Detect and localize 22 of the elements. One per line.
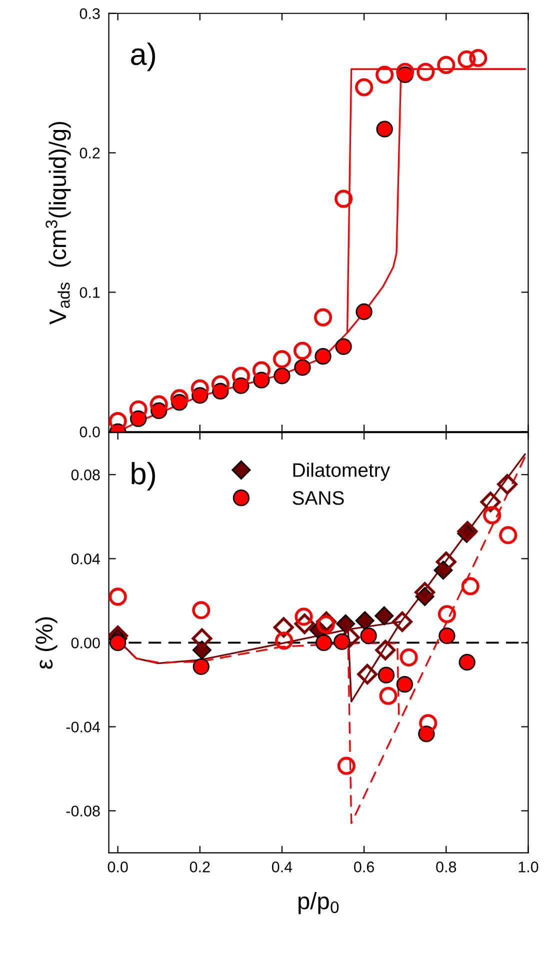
x-tick-label: 0.2 [190, 862, 210, 872]
legend-label: Dilatometry [293, 462, 390, 481]
y-tick-label: 0.0 [80, 426, 100, 438]
legend-label: SANS [292, 491, 344, 505]
y-tick-label: 0.04 [71, 554, 100, 564]
x-tick-label: 0.8 [436, 862, 456, 872]
y-tick-label: 0.2 [80, 148, 100, 158]
x-tick-label: 1.0 [518, 862, 538, 872]
y-axis-title: V$_{ads}$ (cm$^{3}$(liquid)/g) [46, 122, 71, 325]
y-tick-label: -0.08 [66, 806, 100, 816]
y-tick-label: 0.1 [80, 287, 100, 298]
y-tick-label: 0.3 [80, 8, 100, 20]
y-axis-title: ε (%) [35, 617, 58, 669]
y-tick-label: 0.00 [71, 638, 100, 648]
x-tick-label: 0.4 [272, 862, 292, 872]
x-tick-label: 0.6 [354, 862, 374, 872]
x-axis-title: p/p$_{0}$ [298, 892, 339, 914]
y-tick-label: -0.04 [66, 722, 100, 732]
y-tick-label: 0.08 [71, 470, 100, 480]
annotation: b) [132, 462, 156, 490]
annotation: a) [131, 42, 156, 72]
x-tick-label: 0.0 [108, 862, 128, 872]
